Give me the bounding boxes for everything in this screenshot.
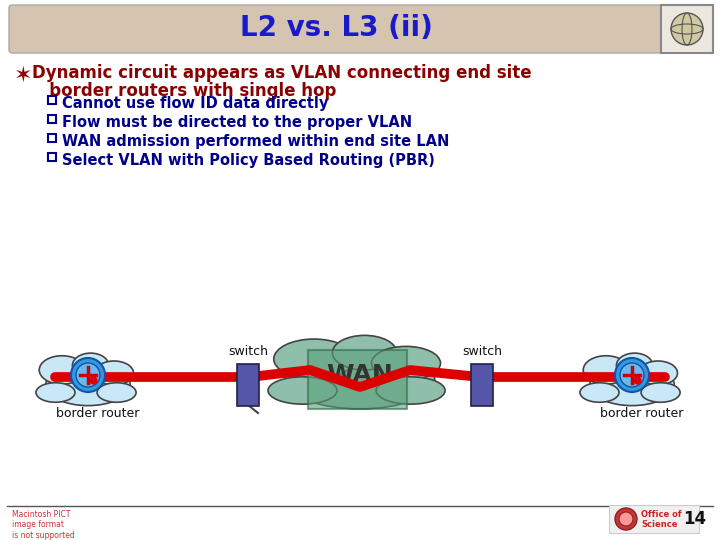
Circle shape bbox=[619, 512, 633, 526]
Ellipse shape bbox=[590, 364, 674, 406]
Ellipse shape bbox=[580, 383, 619, 402]
FancyBboxPatch shape bbox=[48, 134, 56, 142]
Ellipse shape bbox=[268, 377, 337, 404]
Ellipse shape bbox=[641, 383, 680, 402]
Text: Dynamic circuit appears as VLAN connecting end site: Dynamic circuit appears as VLAN connecti… bbox=[32, 64, 531, 82]
Ellipse shape bbox=[274, 339, 354, 379]
FancyBboxPatch shape bbox=[609, 505, 699, 533]
Circle shape bbox=[671, 13, 703, 45]
Circle shape bbox=[615, 358, 649, 392]
FancyBboxPatch shape bbox=[48, 153, 56, 161]
Ellipse shape bbox=[333, 335, 397, 370]
Text: switch: switch bbox=[228, 345, 268, 358]
Text: border router: border router bbox=[600, 407, 684, 420]
Text: border router: border router bbox=[56, 407, 140, 420]
Ellipse shape bbox=[583, 356, 629, 384]
Ellipse shape bbox=[46, 364, 130, 406]
FancyBboxPatch shape bbox=[9, 5, 663, 53]
FancyBboxPatch shape bbox=[308, 350, 407, 409]
Text: Cannot use flow ID data directly: Cannot use flow ID data directly bbox=[62, 96, 328, 111]
FancyBboxPatch shape bbox=[48, 96, 56, 104]
Ellipse shape bbox=[376, 377, 445, 404]
Ellipse shape bbox=[36, 383, 75, 402]
Ellipse shape bbox=[285, 351, 435, 409]
Text: WAN: WAN bbox=[327, 363, 393, 387]
Ellipse shape bbox=[97, 383, 136, 402]
Text: border routers with single hop: border routers with single hop bbox=[32, 82, 336, 100]
Text: 14: 14 bbox=[683, 510, 706, 528]
Ellipse shape bbox=[73, 353, 109, 378]
Ellipse shape bbox=[94, 361, 133, 385]
Text: Macintosh PICT
image format
is not supported: Macintosh PICT image format is not suppo… bbox=[12, 510, 75, 540]
Ellipse shape bbox=[372, 346, 441, 380]
Circle shape bbox=[71, 358, 105, 392]
Circle shape bbox=[620, 363, 644, 387]
FancyBboxPatch shape bbox=[661, 5, 713, 53]
FancyBboxPatch shape bbox=[237, 364, 259, 406]
Text: Office of
Science: Office of Science bbox=[641, 510, 682, 529]
Ellipse shape bbox=[616, 353, 653, 378]
Circle shape bbox=[76, 363, 100, 387]
Text: Flow must be directed to the proper VLAN: Flow must be directed to the proper VLAN bbox=[62, 115, 412, 130]
Circle shape bbox=[615, 508, 637, 530]
Ellipse shape bbox=[639, 361, 678, 385]
Text: switch: switch bbox=[462, 345, 502, 358]
Ellipse shape bbox=[40, 356, 85, 384]
Text: ✶: ✶ bbox=[14, 66, 32, 86]
Text: Select VLAN with Policy Based Routing (PBR): Select VLAN with Policy Based Routing (P… bbox=[62, 153, 435, 168]
FancyBboxPatch shape bbox=[471, 364, 493, 406]
FancyBboxPatch shape bbox=[48, 115, 56, 123]
Text: L2 vs. L3 (ii): L2 vs. L3 (ii) bbox=[240, 14, 433, 42]
Text: WAN admission performed within end site LAN: WAN admission performed within end site … bbox=[62, 134, 449, 149]
